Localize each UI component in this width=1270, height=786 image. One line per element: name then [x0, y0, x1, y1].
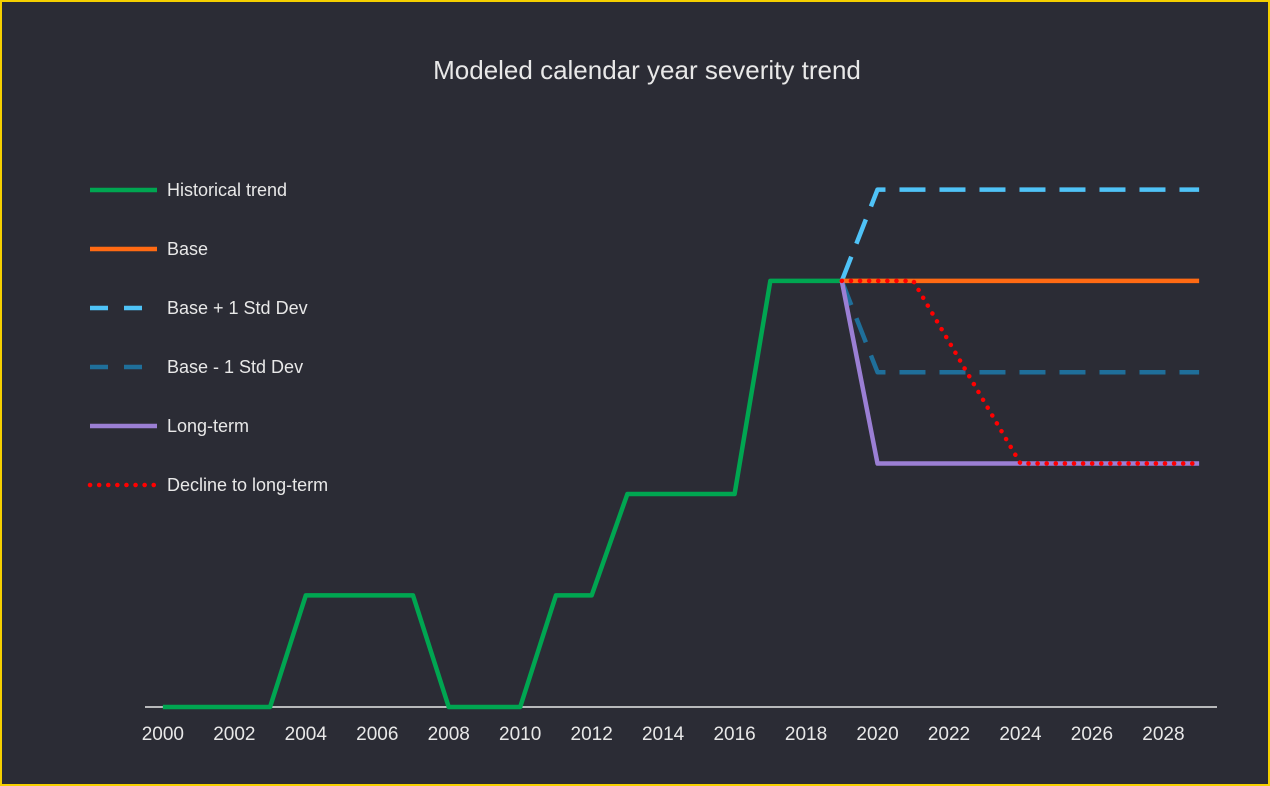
legend-label: Long-term	[167, 416, 249, 436]
x-tick-label: 2014	[642, 724, 685, 745]
legend-label: Base - 1 Std Dev	[167, 357, 303, 377]
legend-label: Historical trend	[167, 180, 287, 200]
x-tick-label: 2012	[571, 724, 613, 745]
series-line	[839, 278, 1202, 466]
series-line	[162, 278, 842, 710]
legend-label: Decline to long-term	[167, 475, 328, 495]
x-tick-label: 2026	[1071, 724, 1113, 745]
x-tick-label: 2002	[213, 724, 255, 745]
x-tick-label: 2016	[713, 724, 755, 745]
x-tick-label: 2004	[285, 724, 328, 745]
x-tick-label: 2010	[499, 724, 541, 745]
series-line	[839, 280, 1200, 375]
x-tick-label: 2028	[1142, 724, 1184, 745]
series-line	[839, 187, 1200, 282]
legend-label: Base + 1 Std Dev	[167, 298, 308, 318]
x-tick-label: 2020	[856, 724, 898, 745]
legend-label: Base	[167, 239, 208, 259]
x-tick-label: 2022	[928, 724, 970, 745]
chart-title: Modeled calendar year severity trend	[433, 55, 861, 85]
x-tick-label: 2006	[356, 724, 398, 745]
x-tick-label: 2024	[999, 724, 1042, 745]
x-tick-label: 2000	[142, 724, 184, 745]
x-tick-label: 2018	[785, 724, 827, 745]
x-tick-label: 2008	[428, 724, 470, 745]
